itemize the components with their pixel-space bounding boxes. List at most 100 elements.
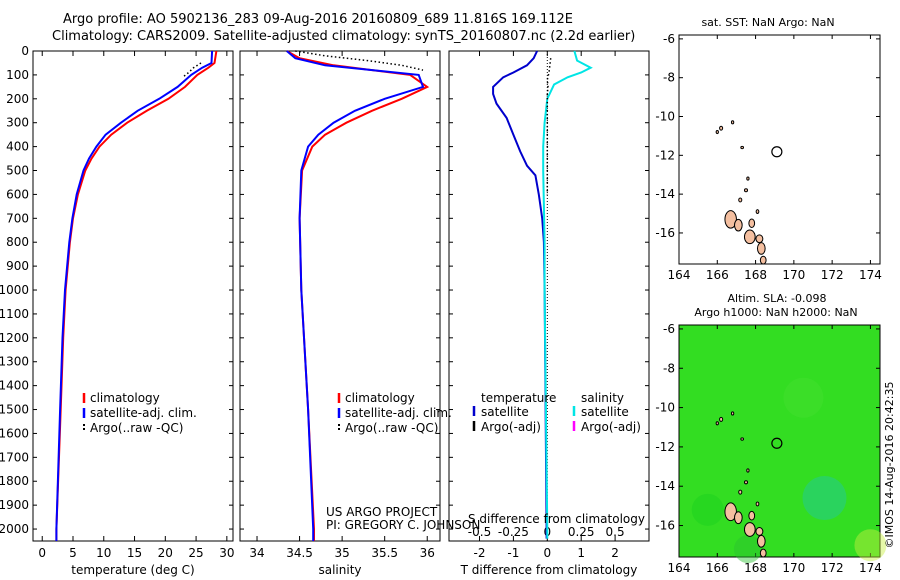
island — [755, 234, 764, 244]
s-difference-label: S difference from climatology — [468, 512, 645, 526]
legend-satellite-label: satellite-adj. clim. — [345, 406, 452, 420]
lon-tick-label: 164 — [668, 561, 691, 575]
y-tick-label: 1700 — [0, 450, 29, 464]
x-tick-label: 34 — [249, 546, 264, 560]
lon-tick-label: 166 — [706, 561, 729, 575]
legend-salinity-header: salinity — [581, 391, 624, 405]
legend-argo-label: Argo(..raw -QC) — [90, 421, 183, 435]
sst-map-title: sat. SST: NaN Argo: NaN — [701, 16, 834, 29]
lat-tick-label: -12 — [655, 148, 675, 162]
sla-anomaly — [733, 535, 762, 564]
sla-map — [678, 324, 881, 558]
s-tick-label: -0.25 — [498, 525, 529, 539]
s-tick-label: -0.5 — [468, 525, 491, 539]
island — [740, 145, 745, 150]
island — [724, 210, 737, 229]
y-tick-label: 1000 — [0, 283, 29, 297]
legend-argo-label: Argo(..raw -QC) — [345, 421, 438, 435]
island — [743, 188, 749, 193]
lon-tick-label: 168 — [744, 268, 767, 282]
lon-tick-label: 164 — [668, 268, 691, 282]
lat-tick-label: -12 — [655, 440, 675, 454]
x-tick-label: 20 — [158, 546, 173, 560]
legend-satellite-label: satellite-adj. clim. — [90, 406, 197, 420]
imos-timestamp: ©IMOS 14-Aug-2016 20:42:35 — [883, 382, 896, 549]
y-tick-label: 1400 — [0, 379, 29, 393]
x-tick-label: 35 — [334, 546, 349, 560]
legend-sal-satellite-label: satellite — [581, 405, 629, 419]
lat-tick-label: -16 — [655, 519, 675, 533]
sla-anomaly — [783, 377, 824, 418]
island — [759, 548, 767, 558]
y-tick-label: 700 — [6, 211, 29, 225]
legend-climatology-label: climatology — [90, 391, 160, 405]
lon-tick-label: 166 — [706, 268, 729, 282]
legend-temperature-header: temperature — [481, 391, 556, 405]
climatology-subtitle: Climatology: CARS2009. Satellite-adjuste… — [52, 29, 636, 44]
sla-anomaly — [802, 476, 847, 521]
sst-map — [678, 34, 881, 265]
x-tick-label: -1 — [507, 546, 519, 560]
island — [755, 527, 764, 536]
island — [724, 502, 737, 522]
lat-tick-label: -10 — [655, 401, 675, 415]
y-tick-label: 1200 — [0, 331, 29, 345]
y-tick-label: 100 — [6, 68, 29, 82]
y-tick-label: 900 — [6, 259, 29, 273]
series-line — [542, 50, 593, 539]
difference-axes — [448, 50, 650, 542]
credit-pi: PI: GREGORY C. JOHNSON — [326, 518, 480, 532]
series-line — [182, 62, 202, 78]
lat-tick-label: -16 — [655, 226, 675, 240]
x-tick-label: 35.5 — [371, 546, 398, 560]
y-tick-label: 1900 — [0, 498, 29, 512]
island — [748, 510, 756, 521]
x-tick-label: 2 — [611, 546, 619, 560]
lat-tick-label: -6 — [663, 32, 675, 46]
island — [746, 468, 750, 473]
island — [759, 255, 767, 265]
island — [748, 218, 756, 229]
sla-anomaly — [691, 493, 724, 526]
x-tick-label: 25 — [188, 546, 203, 560]
island — [756, 534, 766, 548]
island — [746, 176, 750, 181]
x-tick-label: 15 — [127, 546, 142, 560]
lat-tick-label: -8 — [663, 71, 675, 85]
credit-project: US ARGO PROJECT — [326, 505, 438, 519]
lon-tick-label: 172 — [821, 561, 844, 575]
island — [738, 197, 743, 203]
island — [743, 522, 756, 537]
island — [715, 129, 719, 135]
series-line — [295, 50, 424, 71]
lon-tick-label: 170 — [782, 268, 805, 282]
sla-map-title: Altim. SLA: -0.098 — [727, 292, 826, 305]
y-tick-label: 500 — [6, 164, 29, 178]
y-tick-label: 1600 — [0, 426, 29, 440]
x-tick-label: 30 — [219, 546, 234, 560]
y-tick-label: 200 — [6, 92, 29, 106]
island — [719, 125, 724, 131]
lat-tick-label: -10 — [655, 110, 675, 124]
float-position-marker — [771, 437, 783, 449]
island — [743, 229, 756, 245]
lat-tick-label: -14 — [655, 479, 675, 493]
temperature-axes — [32, 50, 234, 542]
salinity-xlabel: salinity — [318, 563, 361, 577]
y-tick-label: 0 — [21, 44, 29, 58]
sla-anomaly — [854, 529, 887, 562]
island — [734, 511, 743, 525]
difference-legend: temperature satellite Argo(-adj) salinit… — [472, 391, 641, 434]
y-tick-label: 800 — [6, 235, 29, 249]
x-tick-label: 36 — [420, 546, 435, 560]
y-tick-label: 1800 — [0, 474, 29, 488]
salinity-legend: climatology satellite-adj. clim. Argo(..… — [337, 391, 452, 435]
sla-map-subtitle: Argo h1000: NaN h2000: NaN — [694, 306, 857, 319]
salinity-axes — [239, 50, 441, 542]
y-tick-label: 300 — [6, 116, 29, 130]
y-tick-label: 1300 — [0, 355, 29, 369]
lon-tick-label: 170 — [782, 561, 805, 575]
y-tick-label: 1500 — [0, 403, 29, 417]
lon-tick-label: 168 — [744, 561, 767, 575]
